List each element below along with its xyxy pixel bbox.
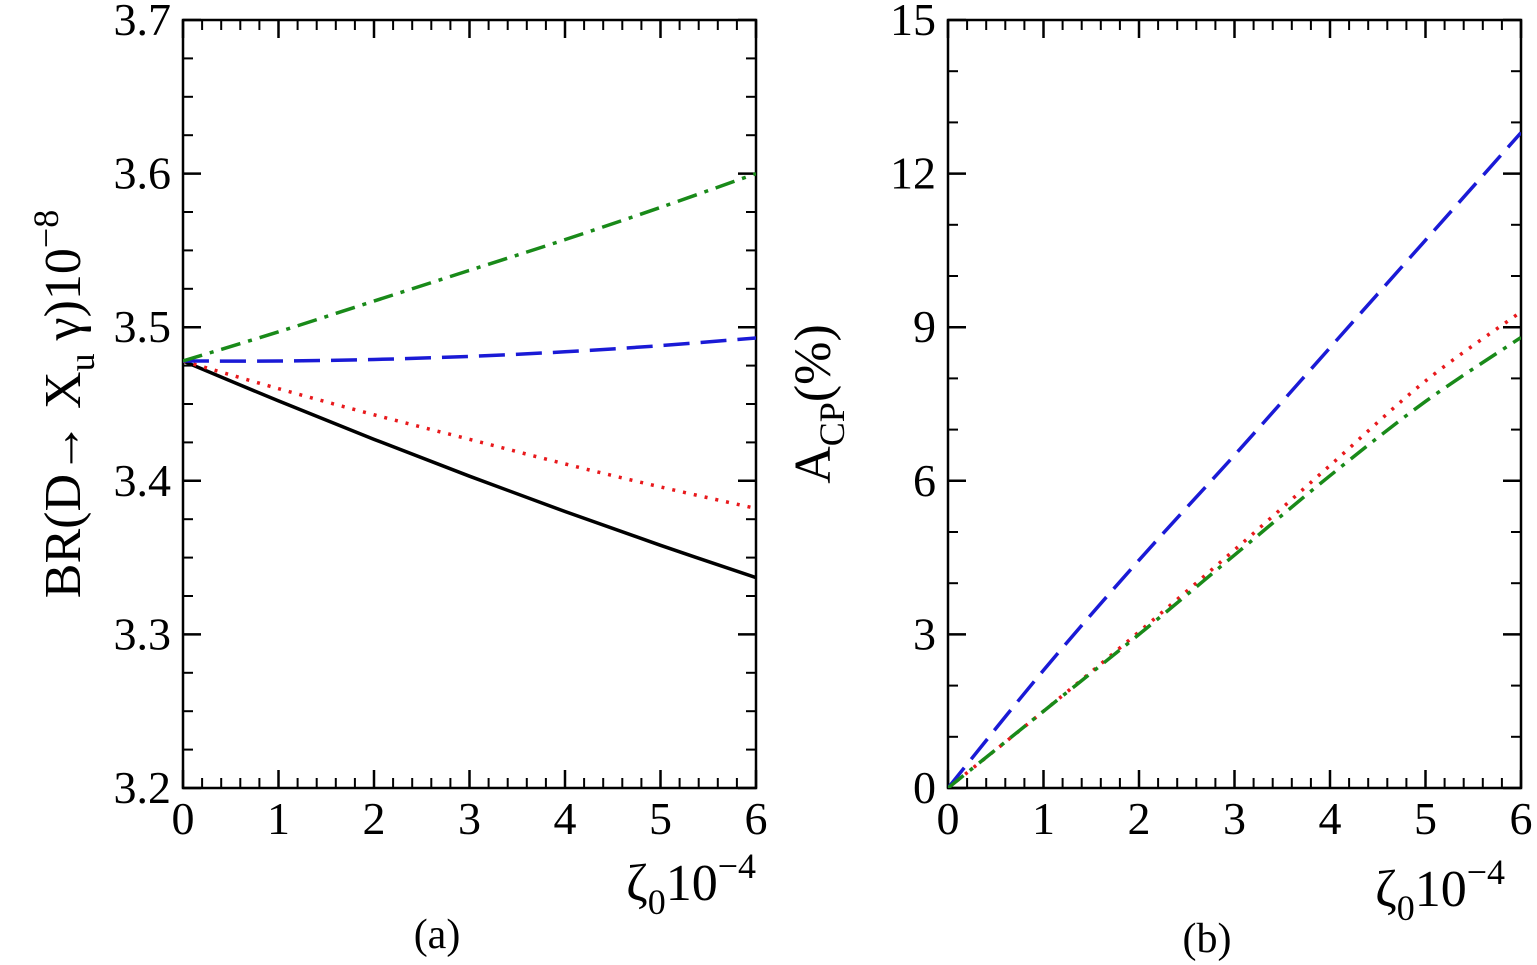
x-tick-label: 0: [937, 793, 960, 844]
y-tick-label: 9: [913, 301, 936, 352]
panel-label: (b): [1183, 916, 1232, 962]
series-line-solid: [183, 359, 756, 580]
series-line-dashed: [183, 336, 756, 363]
x-tick-label: 0: [172, 793, 195, 844]
x-tick-label: 1: [267, 793, 290, 844]
panel-label: (a): [414, 912, 461, 958]
y-tick-label: 3.7: [114, 0, 172, 45]
x-tick-label: 6: [745, 793, 768, 844]
y-tick-label: 0: [913, 762, 936, 813]
x-tick-label: 2: [1128, 793, 1151, 844]
y-tick-label: 3.6: [114, 148, 172, 199]
y-tick-label: 15: [890, 0, 936, 45]
y-tick-label: 3.2: [114, 762, 172, 813]
x-tick-label: 3: [458, 793, 481, 844]
series-line-dashed: [948, 131, 1521, 788]
series-line-dashdot: [183, 171, 756, 363]
x-tick-label: 3: [1223, 793, 1246, 844]
y-axis-title: ACP(%): [785, 324, 852, 484]
series-line-dotted: [948, 310, 1521, 788]
y-tick-label: 3.3: [114, 608, 172, 659]
plot-frame: [181, 18, 758, 790]
y-tick-label: 3.4: [114, 455, 172, 506]
y-tick-label: 12: [890, 148, 936, 199]
y-tick-label: 3: [913, 608, 936, 659]
x-tick-label: 1: [1032, 793, 1055, 844]
x-tick-label: 5: [649, 793, 672, 844]
x-tick-label: 4: [554, 793, 577, 844]
x-tick-label: 5: [1414, 793, 1437, 844]
x-tick-label: 4: [1319, 793, 1342, 844]
x-tick-label: 6: [1510, 793, 1533, 844]
series-line-dotted: [183, 359, 756, 511]
x-tick-label: 2: [363, 793, 386, 844]
series-line-dashdot: [948, 335, 1521, 788]
x-axis-title: ζ010−4: [1375, 852, 1505, 928]
panel-a: 0 1 2 3 4 5 6 3.2 3.3 3.4 3.5 3.6 3.7 ζ010−4 BR(D→ Xu …: [26, 0, 768, 958]
y-axis-title: BR(D→ Xu γ)10−8: [26, 210, 102, 598]
y-tick-label: 3.5: [114, 301, 172, 352]
x-axis-title: ζ010−4: [626, 846, 756, 922]
plot-frame: [946, 18, 1523, 790]
y-tick-label: 6: [913, 455, 936, 506]
